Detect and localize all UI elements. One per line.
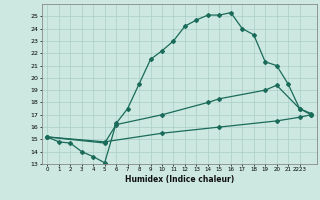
X-axis label: Humidex (Indice chaleur): Humidex (Indice chaleur) (124, 175, 234, 184)
